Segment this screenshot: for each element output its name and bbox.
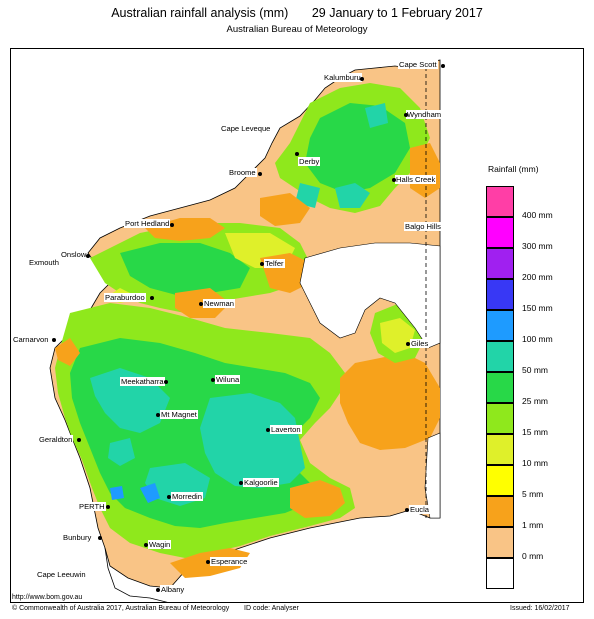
legend-swatch — [486, 310, 514, 341]
dot-perth — [106, 505, 110, 509]
dot-esperance — [206, 560, 210, 564]
dot-geraldton — [77, 438, 81, 442]
coastline-south — [104, 547, 171, 603]
legend-label: 100 mm — [522, 334, 553, 344]
place-geraldton: Geraldton — [38, 435, 74, 444]
dot-mt-magnet — [156, 413, 160, 417]
place-mt-magnet: Mt Magnet — [160, 410, 198, 419]
place-kalumburu: Kalumburu — [323, 73, 362, 82]
dot-cape-scott — [441, 64, 445, 68]
dot-derby — [295, 152, 299, 156]
legend-swatch-zero — [486, 558, 514, 589]
legend-label: 25 mm — [522, 396, 548, 406]
dot-wagin — [144, 543, 148, 547]
dot-kalumburu — [360, 77, 364, 81]
place-cape-leveque: Cape Leveque — [220, 124, 272, 133]
legend-label: 400 mm — [522, 210, 553, 220]
dot-morredin — [167, 495, 171, 499]
legend-swatch — [486, 341, 514, 372]
dot-port-hedland — [170, 223, 174, 227]
legend-swatch — [486, 403, 514, 434]
place-wagin: Wagin — [148, 540, 172, 549]
place-carnarvon: Carnarvon — [12, 335, 50, 344]
legend-label: 5 mm — [522, 489, 544, 499]
copyright-text: © Commonwealth of Australia 2017, Austra… — [12, 605, 230, 612]
legend-title: Rainfall (mm) — [488, 164, 539, 174]
place-esperance: Esperance — [210, 557, 249, 566]
legend-swatch — [486, 527, 514, 558]
legend-label: 150 mm — [522, 303, 553, 313]
dot-eucla — [405, 508, 409, 512]
legend-label: 300 mm — [522, 241, 553, 251]
dot-albany — [156, 588, 160, 592]
id-code-text: ID code: Analyser — [244, 605, 299, 612]
place-eucla: Eucla — [409, 505, 430, 514]
legend-swatch — [486, 217, 514, 248]
legend-label: 1 mm — [522, 520, 544, 530]
place-newman: Newman — [203, 299, 235, 308]
place-derby: Derby — [298, 157, 321, 166]
legend-swatch — [486, 279, 514, 310]
source-url[interactable]: http://www.bom.gov.au — [12, 594, 83, 601]
place-broome: Broome — [228, 168, 257, 177]
place-port-hedland: Port Hedland — [124, 219, 171, 228]
dot-halls-creek — [392, 178, 396, 182]
place-halls-creek: Halls Creek — [395, 175, 437, 184]
place-kalgoorlie: Kalgoorlie — [243, 478, 279, 487]
place-perth: PERTH — [78, 502, 106, 511]
place-wiluna: Wiluna — [215, 375, 241, 384]
place-exmouth: Exmouth — [28, 258, 60, 267]
period-text: 29 January to 1 February 2017 — [311, 6, 483, 20]
place-paraburdoo: Paraburdoo — [104, 293, 146, 302]
map-title: Australian rainfall analysis (mm) 29 Jan… — [0, 6, 594, 20]
place-telfer: Telfer — [264, 259, 285, 268]
dot-meekatharra — [164, 380, 168, 384]
place-giles: Giles — [410, 339, 430, 348]
place-morredin: Morredin — [171, 492, 203, 501]
legend-label: 15 mm — [522, 427, 548, 437]
place-onslow: Onslow — [60, 250, 88, 259]
legend-colorbar — [486, 186, 514, 589]
place-cape-scott: Cape Scott — [398, 60, 438, 69]
place-wyndham: Wyndham — [406, 110, 443, 119]
place-albany: Albany — [160, 585, 186, 594]
legend-label: 0 mm — [522, 551, 544, 561]
map-subtitle: Australian Bureau of Meteorology — [226, 24, 368, 35]
dry-area — [299, 242, 441, 349]
legend-label: 10 mm — [522, 458, 548, 468]
legend-swatch — [486, 465, 514, 496]
legend-swatch — [486, 434, 514, 465]
legend-label: 200 mm — [522, 272, 553, 282]
legend-swatch — [486, 186, 514, 217]
place-balgo-hills: Balgo Hills — [404, 222, 442, 231]
dry-area-south — [424, 432, 441, 519]
dot-carnarvon — [52, 338, 56, 342]
dot-wiluna — [211, 378, 215, 382]
legend-swatch — [486, 372, 514, 403]
dot-bunbury — [98, 536, 102, 540]
dot-broome — [258, 172, 262, 176]
map-frame — [10, 48, 584, 603]
dot-laverton — [266, 428, 270, 432]
legend-swatch — [486, 496, 514, 527]
dot-paraburdoo — [150, 296, 154, 300]
dot-telfer — [260, 262, 264, 266]
issued-text: Issued: 16/02/2017 — [510, 605, 570, 612]
dot-kalgoorlie — [239, 481, 243, 485]
dot-newman — [199, 302, 203, 306]
place-meekatharra: Meekatharra — [120, 377, 165, 386]
place-bunbury: Bunbury — [62, 533, 93, 542]
place-laverton: Laverton — [270, 425, 302, 434]
dot-giles — [406, 342, 410, 346]
dot-onslow — [86, 254, 90, 258]
legend-swatch — [486, 248, 514, 279]
dot-wyndham — [404, 113, 408, 117]
legend-label: 50 mm — [522, 365, 548, 375]
place-cape-leeuwin: Cape Leeuwin — [36, 570, 87, 579]
title-text: Australian rainfall analysis (mm) — [111, 6, 289, 20]
